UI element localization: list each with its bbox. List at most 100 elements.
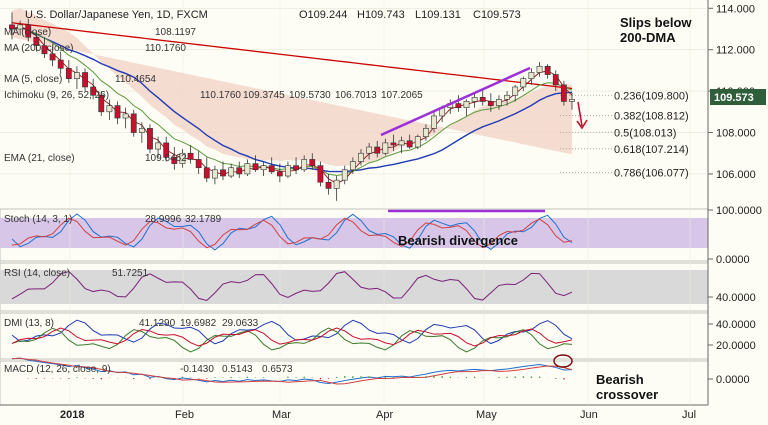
candle-body [390, 142, 397, 146]
candle-body [301, 159, 308, 171]
candle-body [25, 24, 32, 38]
bearish-crossover-note: Bearish crossover [596, 372, 658, 402]
candle-body [244, 163, 251, 175]
price-tick-label: 106.000 [716, 169, 756, 181]
stoch-d-line [11, 217, 573, 249]
rsi-line [11, 270, 573, 301]
candle-body [49, 53, 56, 61]
candle-body [268, 165, 275, 173]
candle-body [236, 167, 243, 175]
time-tick-label: Feb [175, 409, 194, 421]
rsi-band [0, 270, 708, 304]
candle-body [536, 65, 543, 73]
candle-body [349, 161, 356, 171]
candle-body [82, 72, 88, 88]
candle-body [423, 128, 429, 137]
candle-body [163, 142, 170, 158]
legend-ma-close-value: 108.1197 [155, 27, 196, 38]
candle-body [90, 86, 97, 96]
candle-body [260, 165, 267, 171]
candle-body [74, 72, 80, 79]
candle-body [57, 59, 64, 69]
candle-body [138, 128, 145, 133]
bearish-divergence-note: Bearish divergence [398, 233, 518, 248]
legend-ichimoku-v4: 106.7013 [335, 90, 377, 101]
legend-ma5-value: 110.4654 [115, 74, 156, 85]
sub-tick-label: 40.0000 [716, 292, 756, 304]
price-tick-label: 112.000 [716, 45, 755, 57]
legend-ichimoku-v3: 109.5730 [289, 90, 331, 101]
legend-ichimoku-v2: 109.3745 [243, 90, 285, 101]
candle-body [65, 68, 72, 79]
sub-tick-label: 100.0000 [716, 205, 762, 217]
fib-label: 0.786(106.077) [614, 167, 689, 179]
macd-label: MACD (12, 26, close, 9) [4, 364, 111, 375]
legend-ichimoku-v5: 107.2065 [381, 90, 423, 101]
macd-signal: 0.6573 [262, 364, 293, 375]
candle-body [220, 169, 226, 177]
candle-body [544, 65, 551, 75]
macd-macd: 0.5143 [222, 364, 253, 375]
candle-body [179, 152, 186, 164]
candle-body [122, 113, 129, 119]
stoch-k: 28.9996 [145, 214, 182, 225]
symbol-title: U.S. Dollar/Japanese Yen, 1D, FXCM [25, 9, 208, 21]
candle-body [155, 142, 161, 150]
candle-body [276, 171, 283, 177]
candle-body [358, 152, 364, 162]
candle-body [471, 97, 478, 102]
rsi-label: RSI (14, close) [4, 268, 70, 279]
stoch-d: 32.1789 [185, 214, 222, 225]
time-tick-label: May [476, 409, 497, 421]
candle-body [228, 167, 235, 177]
ohlc-low: L109.131 [415, 9, 461, 21]
candle-body [114, 105, 121, 119]
candle-body [98, 94, 105, 113]
candle-body [325, 181, 332, 189]
ma-lines [11, 22, 573, 185]
candles [9, 12, 575, 201]
candle-body [203, 167, 210, 179]
crossover-circle [553, 354, 573, 368]
candle-body [414, 136, 421, 148]
candle-body [512, 86, 519, 96]
ohlc-open: O109.244 [299, 9, 347, 21]
dmi-panel-bg [0, 312, 709, 360]
sub-tick-label: 0.0000 [716, 254, 750, 266]
dmi-label: DMI (13, 8) [4, 318, 54, 329]
stoch-k-line [11, 213, 573, 251]
legend-ma200-value: 110.1760 [145, 43, 186, 54]
fib-label: 0.618(107.214) [614, 144, 689, 156]
candle-body [341, 169, 348, 181]
candle-body [130, 113, 137, 133]
legend-ma-close: MA (close) [4, 27, 51, 38]
ma200-line [11, 22, 573, 90]
candle-body [41, 45, 48, 55]
current-price-text: 109.573 [714, 92, 754, 104]
note-line: crossover [596, 387, 658, 402]
time-tick-label: 2018 [60, 409, 84, 421]
slips-below-note: Slips below 200-DMA [620, 15, 692, 45]
price-tick-label: 114.000 [716, 3, 755, 15]
ma50-line [11, 26, 573, 173]
fib-levels: 0.236(109.800) 0.382(108.812) 0.5(108.013)… [560, 90, 689, 179]
candle-body [504, 94, 510, 100]
sub-tick-label: 20.0000 [716, 340, 756, 352]
macd-signal-line [11, 357, 573, 385]
candle-body [479, 97, 486, 102]
fib-label: 0.5(108.013) [614, 127, 676, 139]
time-tick-label: Apr [376, 409, 393, 421]
time-tick-label: Jun [580, 409, 598, 421]
ma5-line [11, 26, 573, 185]
candle-body [496, 99, 502, 106]
price-trendline [380, 66, 531, 137]
note-line: Slips below [620, 15, 692, 30]
rsi-value: 51.7251 [112, 268, 149, 279]
candle-body [520, 78, 527, 88]
ohlc-close: C109.573 [473, 9, 521, 21]
candle-body [187, 152, 194, 160]
macd-hist: -0.1430 [180, 364, 214, 375]
candle-body [366, 146, 373, 154]
dmi-plus-line [11, 319, 573, 345]
note-line: 200-DMA [620, 30, 676, 45]
